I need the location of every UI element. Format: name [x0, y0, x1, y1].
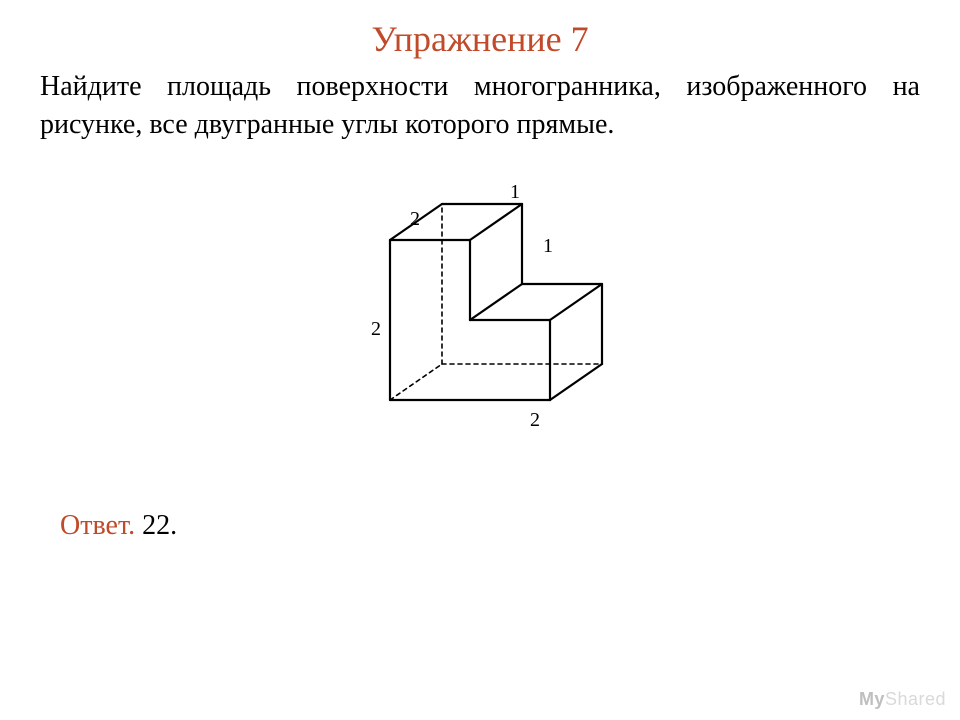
- svg-text:2: 2: [410, 208, 420, 230]
- svg-text:2: 2: [371, 318, 381, 340]
- watermark: MyShared: [859, 689, 946, 710]
- answer-value: 22.: [142, 510, 177, 541]
- figure-container: 1 2 1 2 2: [0, 180, 960, 465]
- polyhedron-figure: 1 2 1 2 2: [320, 180, 640, 460]
- svg-text:1: 1: [543, 235, 553, 257]
- watermark-shared: Shared: [885, 689, 946, 709]
- answer-label: Ответ.: [60, 510, 135, 541]
- answer-line: Ответ. 22.: [60, 510, 177, 542]
- exercise-title: Упражнение 7: [0, 18, 960, 60]
- svg-text:1: 1: [510, 181, 520, 203]
- problem-statement: Найдите площадь поверхности многогранник…: [40, 68, 920, 144]
- watermark-my: My: [859, 689, 885, 709]
- svg-text:2: 2: [530, 409, 540, 431]
